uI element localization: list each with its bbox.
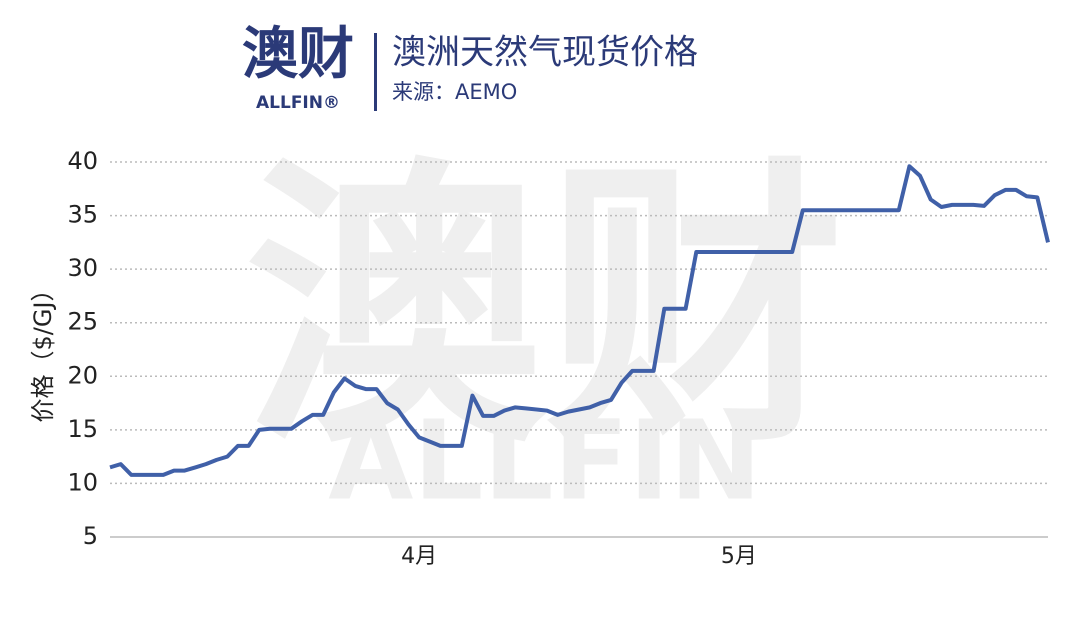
chart-title: 澳洲天然气现货价格 xyxy=(392,33,698,73)
y-tick-label: 40 xyxy=(67,147,98,175)
x-tick-label: 5月 xyxy=(721,544,757,569)
price-line xyxy=(109,164,1050,477)
y-tick-label: 35 xyxy=(67,201,98,229)
y-tick-label: 15 xyxy=(67,415,98,443)
y-tick-label: 5 xyxy=(83,522,98,550)
y-axis-title: 价格（$/GJ） xyxy=(29,277,57,422)
logo-name: 澳财 xyxy=(242,22,354,87)
y-tick-label: 20 xyxy=(67,361,98,389)
divider xyxy=(374,33,377,111)
y-tick-label: 25 xyxy=(67,308,98,336)
watermark-brand: ALLFIN xyxy=(328,396,761,524)
logo-brand: ALLFIN® xyxy=(256,93,340,113)
watermark-logo: 澳财 xyxy=(245,134,845,483)
chart-subtitle: 来源：AEMO xyxy=(392,80,517,104)
y-tick-label: 30 xyxy=(67,254,98,282)
x-tick-label: 4月 xyxy=(401,544,437,569)
y-tick-label: 10 xyxy=(67,468,98,496)
